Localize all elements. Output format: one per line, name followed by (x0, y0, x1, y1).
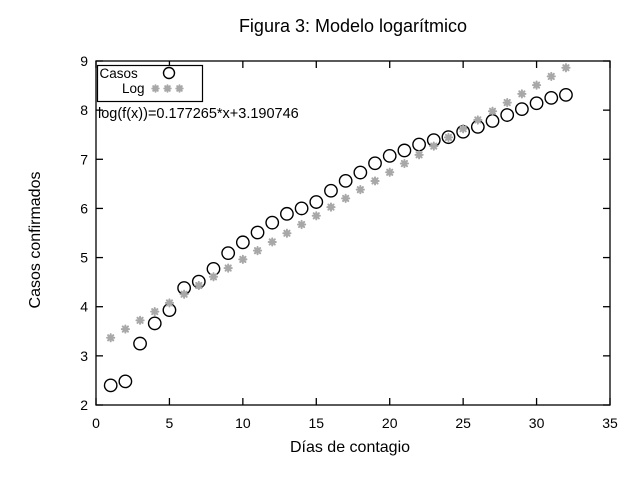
x-tick-label: 35 (602, 415, 618, 431)
data-point-log (150, 307, 160, 317)
data-point-log (282, 228, 292, 238)
data-point-casos (280, 206, 294, 221)
data-point-log (179, 289, 189, 299)
data-points-layer (103, 63, 573, 393)
data-point-log (443, 132, 454, 143)
data-point-casos (485, 114, 500, 128)
data-point-log (517, 89, 527, 99)
data-point-log (164, 298, 175, 308)
data-point-casos (147, 316, 162, 331)
data-point-log (561, 63, 571, 73)
data-point-log (546, 71, 556, 82)
data-point-log (385, 167, 395, 177)
data-point-casos (250, 225, 265, 240)
x-tick-label: 10 (235, 415, 251, 431)
data-point-log (487, 106, 498, 116)
data-point-log (120, 324, 130, 334)
data-point-log (473, 115, 483, 125)
legend: Casos Log (96, 64, 204, 103)
data-point-casos (500, 108, 515, 122)
x-axis-label: Días de contagio (290, 439, 410, 456)
y-axis-label: Casos confirmados (27, 172, 44, 309)
asterisk-icon (163, 84, 172, 93)
y-tick-label: 8 (80, 102, 88, 118)
data-point-casos (382, 148, 397, 163)
asterisk-icon (175, 84, 184, 93)
data-point-log (399, 158, 409, 169)
data-point-casos (324, 183, 338, 198)
data-point-casos (294, 201, 309, 216)
circle-icon (162, 66, 176, 80)
data-point-log (252, 246, 263, 256)
data-point-log (208, 272, 219, 282)
data-point-log (106, 333, 116, 343)
x-tick-label: 30 (529, 415, 545, 431)
asterisk-icon (151, 84, 184, 93)
data-point-casos (235, 235, 250, 250)
data-point-casos (133, 336, 147, 351)
data-point-log (370, 176, 380, 186)
y-tick-label: 7 (80, 151, 88, 167)
y-tick-label: 6 (80, 200, 88, 216)
data-point-casos (353, 165, 368, 180)
data-point-casos (309, 195, 324, 209)
fit-equation-annotation: log(f(x))=0.177265*x+3.190746 (98, 106, 299, 122)
data-point-casos (441, 130, 456, 145)
x-tick-label: 15 (308, 415, 324, 431)
legend-label-log: Log (122, 81, 145, 96)
data-point-log (502, 97, 512, 108)
data-point-casos (514, 102, 529, 117)
data-point-casos (397, 143, 412, 158)
data-point-log (429, 141, 439, 151)
data-point-log (238, 254, 248, 264)
data-point-casos (412, 137, 426, 152)
y-tick-label: 4 (80, 299, 88, 315)
y-tick-label: 9 (80, 53, 88, 69)
data-point-log (223, 263, 233, 273)
data-point-casos (103, 378, 118, 393)
data-point-log (355, 185, 365, 195)
y-tick-label: 2 (80, 397, 88, 413)
data-point-casos (544, 90, 559, 105)
x-tick-label: 20 (382, 415, 398, 431)
data-point-log (194, 280, 204, 291)
data-point-log (135, 315, 145, 325)
x-tick-label: 25 (455, 415, 471, 431)
data-point-log (341, 193, 351, 204)
data-point-casos (529, 96, 544, 111)
data-point-casos (338, 174, 353, 188)
data-point-log (414, 150, 424, 160)
asterisk-icon (151, 84, 160, 93)
x-tick-label: 5 (166, 415, 174, 431)
chart-title: Figura 3: Modelo logarítmico (239, 16, 467, 36)
legend-label-casos: Casos (100, 66, 139, 81)
y-tick-label: 5 (80, 250, 88, 266)
data-point-log (297, 219, 307, 230)
data-point-log (311, 211, 321, 221)
x-tick-label: 0 (92, 415, 100, 431)
data-point-log (267, 237, 277, 247)
data-point-log (326, 202, 336, 212)
data-point-casos (368, 156, 382, 171)
data-point-casos (221, 246, 236, 261)
data-point-casos (265, 215, 280, 230)
data-point-log (531, 80, 542, 90)
data-point-casos (118, 374, 133, 389)
data-point-casos (559, 88, 573, 102)
legend-box (96, 64, 204, 103)
axis-ticks-layer: 0 5 10 15 20 25 30 35 2 3 4 5 6 7 8 9 (80, 53, 618, 431)
data-point-log (458, 124, 468, 134)
plot-area-border (95, 60, 611, 406)
y-tick-label: 3 (80, 348, 88, 364)
